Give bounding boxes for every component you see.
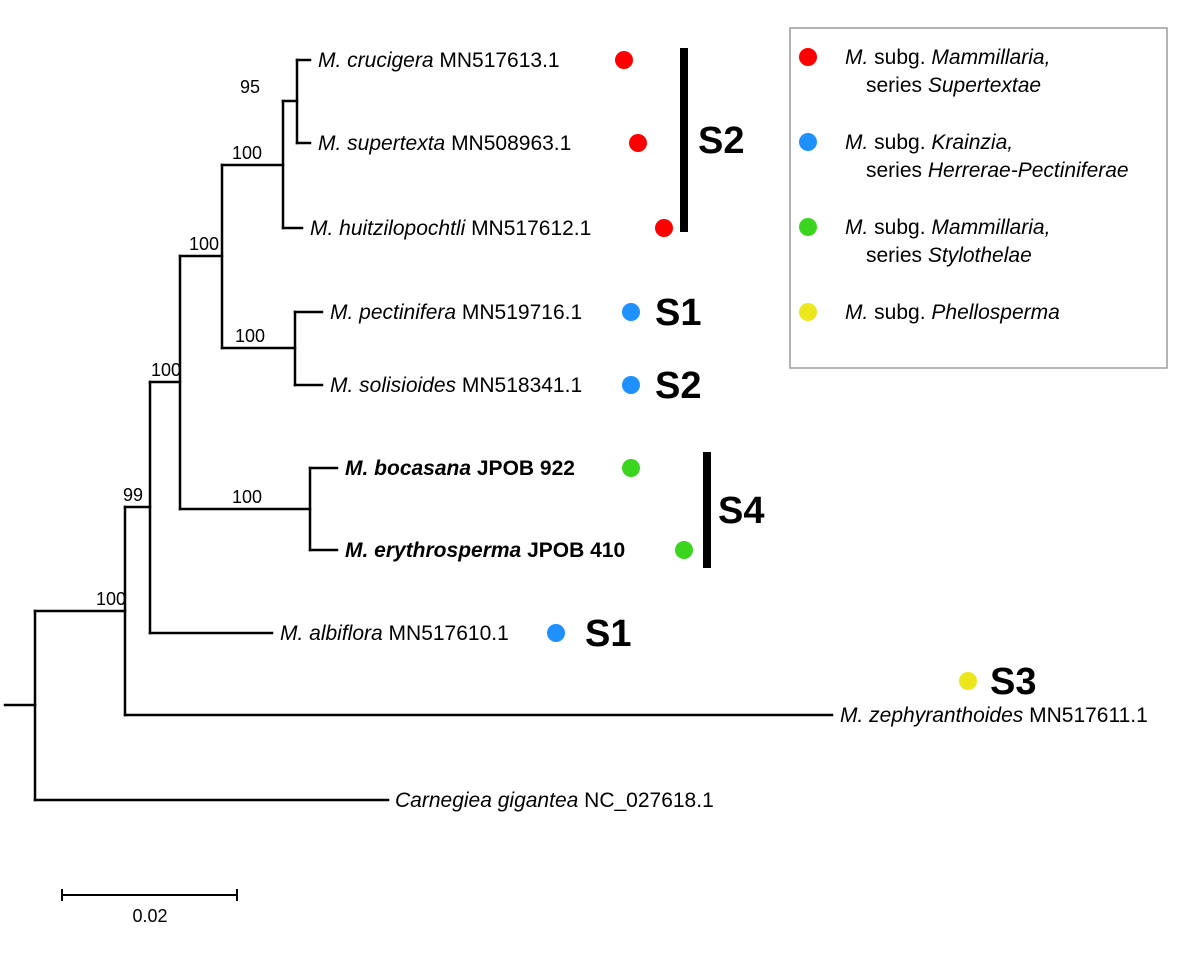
taxon-label: M. erythrosperma JPOB 410 <box>345 539 625 562</box>
taxon-label: M. albiflora MN517610.1 <box>280 622 509 645</box>
taxon-dot-red <box>615 51 633 69</box>
legend-dot-yellow <box>799 303 817 321</box>
scale-bar-label: 0.02 <box>132 906 167 926</box>
legend-entry-label: M. subg. Krainzia, <box>845 131 1013 154</box>
legend-dot-green <box>799 218 817 236</box>
taxon-dot-red <box>655 219 673 237</box>
bootstrap-value: 100 <box>151 360 181 380</box>
taxon-label: M. pectinifera MN519716.1 <box>330 301 582 324</box>
legend-dot-red <box>799 48 817 66</box>
taxon-label: M. solisioides MN518341.1 <box>330 374 582 397</box>
bootstrap-value: 95 <box>240 77 260 97</box>
bootstrap-value: 100 <box>96 589 126 609</box>
bootstrap-value: 100 <box>189 234 219 254</box>
taxon-label: M. zephyranthoides MN517611.1 <box>840 704 1148 727</box>
clade-label: S1 <box>655 292 701 334</box>
taxon-dot-red <box>629 134 647 152</box>
legend-entry-series-label: series Supertextae <box>866 74 1041 97</box>
legend-dot-blue <box>799 133 817 151</box>
bootstrap-value: 100 <box>232 143 262 163</box>
clade-label: S2 <box>698 120 744 162</box>
taxon-label: Carnegiea gigantea NC_027618.1 <box>395 789 714 812</box>
taxon-label: M. crucigera MN517613.1 <box>318 49 560 72</box>
bootstrap-value: 100 <box>235 326 265 346</box>
taxon-dot-blue <box>622 303 640 321</box>
legend-box <box>789 27 1168 369</box>
clade-label: S4 <box>718 490 764 532</box>
taxon-dot-blue <box>622 376 640 394</box>
clade-dot-yellow <box>959 672 977 690</box>
clade-label: S2 <box>655 365 701 407</box>
taxon-dot-green <box>622 459 640 477</box>
bootstrap-value: 100 <box>232 487 262 507</box>
taxon-label: M. supertexta MN508963.1 <box>318 132 571 155</box>
taxon-dot-blue <box>547 624 565 642</box>
clade-label: S3 <box>990 661 1036 703</box>
taxon-dot-green <box>675 541 693 559</box>
legend-entry-label: M. subg. Mammillaria, <box>845 46 1050 69</box>
bootstrap-value: 99 <box>123 485 143 505</box>
legend-entry-series-label: series Stylothelae <box>866 244 1032 267</box>
legend-entry-label: M. subg. Mammillaria, <box>845 216 1050 239</box>
legend-entry-series-label: series Herrerae-Pectiniferae <box>866 159 1129 182</box>
taxon-label: M. huitzilopochtli MN517612.1 <box>310 217 591 240</box>
taxon-label: M. bocasana JPOB 922 <box>345 457 575 480</box>
clade-label: S1 <box>585 613 631 655</box>
legend-entry-label: M. subg. Phellosperma <box>845 301 1060 324</box>
